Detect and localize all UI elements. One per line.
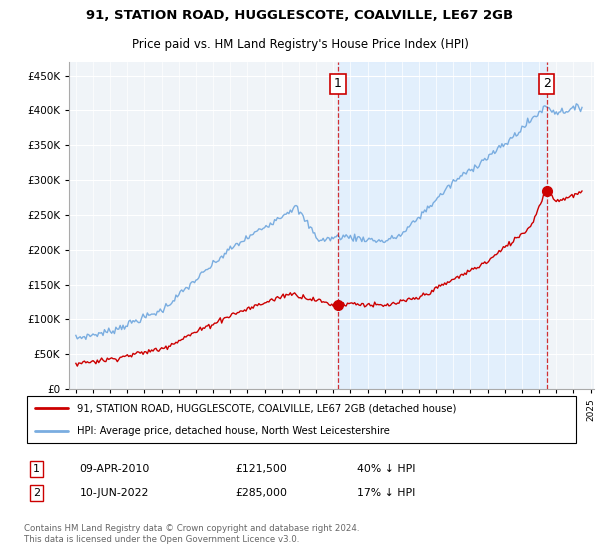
- Text: 2: 2: [543, 77, 551, 90]
- Text: Contains HM Land Registry data © Crown copyright and database right 2024.
This d: Contains HM Land Registry data © Crown c…: [24, 524, 359, 544]
- Text: 10-JUN-2022: 10-JUN-2022: [79, 488, 149, 498]
- Text: 40% ↓ HPI: 40% ↓ HPI: [357, 464, 415, 474]
- Text: 91, STATION ROAD, HUGGLESCOTE, COALVILLE, LE67 2GB (detached house): 91, STATION ROAD, HUGGLESCOTE, COALVILLE…: [77, 403, 456, 413]
- Text: 2: 2: [32, 488, 40, 498]
- Text: £121,500: £121,500: [235, 464, 287, 474]
- Text: 1: 1: [33, 464, 40, 474]
- Text: 1: 1: [334, 77, 342, 90]
- Bar: [338, 62, 547, 389]
- Text: 09-APR-2010: 09-APR-2010: [79, 464, 150, 474]
- Text: 17% ↓ HPI: 17% ↓ HPI: [357, 488, 415, 498]
- Text: £285,000: £285,000: [235, 488, 287, 498]
- Text: HPI: Average price, detached house, North West Leicestershire: HPI: Average price, detached house, Nort…: [77, 426, 389, 436]
- Text: 91, STATION ROAD, HUGGLESCOTE, COALVILLE, LE67 2GB: 91, STATION ROAD, HUGGLESCOTE, COALVILLE…: [86, 9, 514, 22]
- Text: Price paid vs. HM Land Registry's House Price Index (HPI): Price paid vs. HM Land Registry's House …: [131, 38, 469, 51]
